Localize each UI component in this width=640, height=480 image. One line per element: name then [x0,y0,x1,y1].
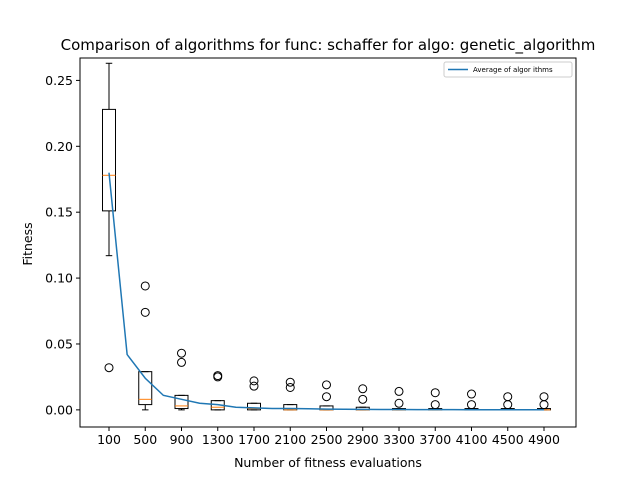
x-tick-label: 1300 [202,432,234,447]
x-tick-label: 2500 [311,432,343,447]
box-flier [394,386,404,396]
box-flier [503,392,513,402]
box-flier [249,381,259,391]
series-line-average [108,172,544,411]
box-flier [358,384,368,394]
y-tick-label: 0.25 [45,73,73,88]
y-axis-title: Fitness [20,222,35,265]
axes-frame [79,57,577,428]
x-tick-label: 2900 [347,432,379,447]
box-flier [104,363,114,373]
box-flier [285,382,295,392]
x-tick-label: 500 [133,432,157,447]
x-tick-label: 3300 [383,432,415,447]
box-flier [140,281,150,291]
x-tick-label: 4500 [492,432,524,447]
box-flier [358,394,368,404]
box-flier [140,307,150,317]
box-900 [174,348,189,411]
x-axis-title: Number of fitness evaluations [234,455,422,470]
x-tick-label: 2100 [274,432,306,447]
y-tick-label: 0.00 [45,402,73,417]
box-flier [467,400,476,410]
box-flier [213,371,223,381]
box-1300 [210,371,225,411]
box-flier [539,392,549,402]
box-2500 [319,380,334,411]
legend: Average of algor ithms [443,61,573,78]
box-flier [177,357,186,367]
box-flier [430,388,440,398]
box-flier [249,376,259,386]
box-500 [138,281,153,411]
box-flier [467,389,476,399]
x-tick-label: 1700 [238,432,270,447]
legend-frame [443,61,573,78]
box-flier [430,400,440,410]
box-flier [322,380,331,390]
box-flier [322,392,331,402]
box-100 [102,62,116,373]
chart-title: Comparison of algorithms for func: schaf… [61,36,596,55]
y-tick-label: 0.20 [45,139,73,154]
box-body [247,402,261,411]
x-tick-label: 3700 [419,432,451,447]
x-tick-label: 4900 [528,432,560,447]
box-flier [177,348,186,358]
x-tick-label: 4100 [456,432,488,447]
y-tick-label: 0.15 [45,205,73,220]
y-tick-label: 0.10 [45,271,73,286]
x-tick-label: 900 [170,432,194,447]
box-2100 [283,377,298,411]
plot-area: 100 500 900 1300 1700 2100 2500 2900 3300 3700 410… [45,57,577,447]
box-body [102,108,116,212]
box-flier [394,398,404,408]
box-body [174,394,189,410]
legend-label: Average of algor ithms [473,66,553,74]
y-tick-label: 0.05 [45,336,73,351]
x-tick-label: 100 [97,432,121,447]
box-flier [285,377,295,387]
box-body [138,371,153,406]
